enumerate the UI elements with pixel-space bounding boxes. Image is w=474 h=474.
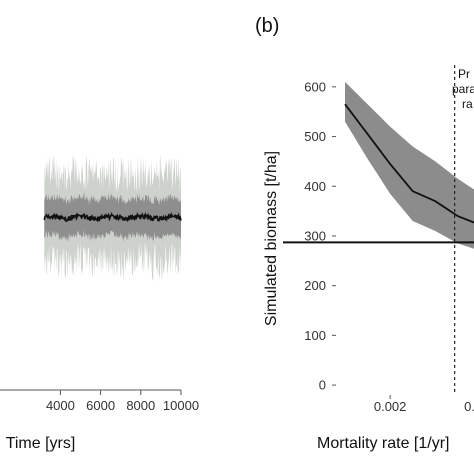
panel-a-x-ticks: 4000 6000 8000 10000 (0, 389, 199, 413)
panel-a-x-axis-title: Time [yrs] (6, 435, 76, 452)
panel-b-annotation-line: ra (462, 97, 473, 111)
panel-b-x-tick-label: 0.002 (374, 399, 407, 414)
panel-b-annotation-line: Pr (458, 67, 470, 81)
panel-a-mean-line (43, 211, 182, 223)
panel-b-x-axis-title: Mortality rate [1/yr] (317, 435, 449, 452)
panel-b-y-axis-title: Simulated biomass [t/ha] (263, 151, 280, 326)
panel-b-mean-line (344, 103, 474, 224)
panel-a-x-tick-label: 8000 (126, 398, 155, 413)
panel-a-inner-band (44, 192, 181, 243)
panel-b-y-tick-label: 200 (304, 278, 326, 293)
panel-b-y-tick-label: 0 (319, 378, 326, 393)
panel-b-label: (b) (255, 15, 279, 37)
panel-a-x-tick-label: 10000 (163, 398, 199, 413)
panel-b-y-tick-label: 400 (304, 179, 326, 194)
panel-b-x-ticks: 0.002 0.004 (374, 395, 474, 414)
panel-b-annotation-line: para (452, 82, 474, 96)
panel-a: 4000 6000 8000 10000 Time [yrs] (0, 154, 199, 452)
panel-b-y-tick-label: 500 (304, 129, 326, 144)
panel-b-y-tick-label: 600 (304, 79, 326, 94)
panel-b-x-tick-label: 0.004 (464, 399, 474, 414)
panel-b-y-tick-label: 300 (304, 228, 326, 243)
panel-b-y-ticks: 0 100 200 300 400 500 600 (304, 79, 336, 393)
panel-a-x-tick-label: 4000 (46, 398, 75, 413)
panel-b-band (345, 81, 474, 249)
panel-b: (b) 0 100 200 300 400 500 600 0.002 0.004 Simul… (255, 15, 474, 452)
panel-b-y-tick-label: 100 (304, 328, 326, 343)
panel-a-x-tick-label: 6000 (86, 398, 115, 413)
